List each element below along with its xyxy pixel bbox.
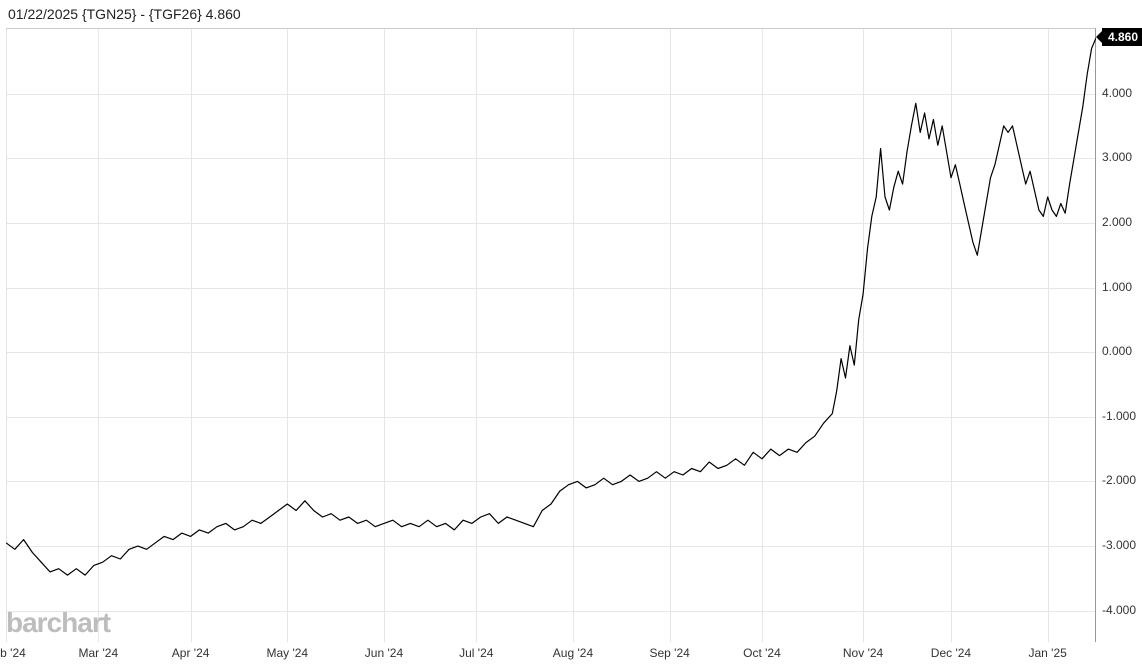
price-line bbox=[6, 29, 1096, 643]
x-tick-label: Nov '24 bbox=[843, 646, 883, 660]
y-tick-label: -4.000 bbox=[1102, 603, 1136, 617]
x-tick-label: Jun '24 bbox=[365, 646, 403, 660]
plot-area[interactable] bbox=[6, 28, 1096, 642]
y-tick-label: -3.000 bbox=[1102, 538, 1136, 552]
x-tick-label: Oct '24 bbox=[743, 646, 781, 660]
x-tick-label: Jan '25 bbox=[1028, 646, 1066, 660]
y-tick-label: -1.000 bbox=[1102, 409, 1136, 423]
x-tick-label: Apr '24 bbox=[172, 646, 210, 660]
x-tick-label: Jul '24 bbox=[459, 646, 493, 660]
x-tick-label: May '24 bbox=[266, 646, 308, 660]
y-tick-label: 3.000 bbox=[1102, 150, 1132, 164]
y-tick-label: 1.000 bbox=[1102, 280, 1132, 294]
current-value-tag: 4.860 bbox=[1102, 28, 1142, 46]
chart-title: 01/22/2025 {TGN25} - {TGF26} 4.860 bbox=[8, 6, 241, 22]
y-tick-label: -2.000 bbox=[1102, 473, 1136, 487]
x-tick-label: Aug '24 bbox=[553, 646, 593, 660]
watermark: barchart bbox=[6, 607, 110, 639]
y-tick-label: 4.000 bbox=[1102, 86, 1132, 100]
x-tick-label: Dec '24 bbox=[931, 646, 971, 660]
x-tick-label: Mar '24 bbox=[78, 646, 118, 660]
y-tick-label: 0.000 bbox=[1102, 344, 1132, 358]
x-tick-label: Sep '24 bbox=[649, 646, 689, 660]
x-tick-label: Feb '24 bbox=[0, 646, 26, 660]
chart-container: 01/22/2025 {TGN25} - {TGF26} 4.860 barch… bbox=[0, 0, 1142, 665]
y-tick-label: 2.000 bbox=[1102, 215, 1132, 229]
